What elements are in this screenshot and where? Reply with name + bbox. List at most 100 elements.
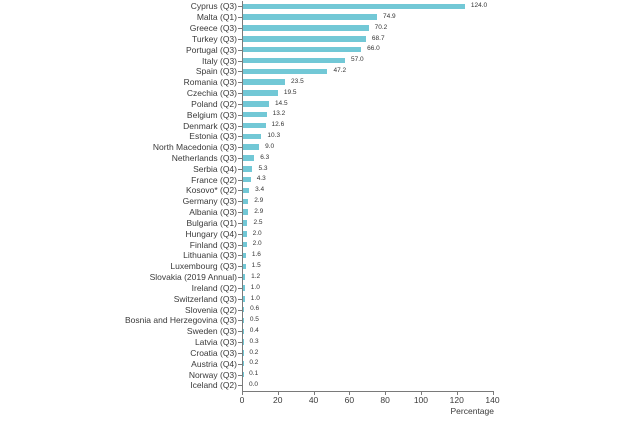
category-label: Lithuania (Q3) <box>183 250 237 261</box>
value-label: 68.7 <box>371 34 385 42</box>
bar-row: Romania (Q3) 23.5 <box>0 76 627 88</box>
bar <box>243 339 244 345</box>
category-label: Germany (Q3) <box>182 196 237 207</box>
category-label: Kosovo* (Q2) <box>185 185 237 196</box>
category-label: Serbia (Q4) <box>193 163 237 174</box>
bar-row: Poland (Q2) 14.5 <box>0 98 627 110</box>
x-axis-tick <box>456 391 458 395</box>
plot-cell: 3.4 <box>238 185 627 196</box>
bar-row: France (Q2) 4.3 <box>0 174 627 186</box>
bar-row: Finland (Q3) 2.0 <box>0 239 627 251</box>
plot-cell: 0.1 <box>238 369 627 380</box>
value-label: 0.3 <box>249 337 259 345</box>
category-label: Bosnia and Herzegovina (Q3) <box>125 315 237 326</box>
category-label: Greece (Q3) <box>189 23 237 34</box>
plot-cell: 2.9 <box>238 206 627 218</box>
x-axis-label: Percentage <box>450 406 494 416</box>
bar-row: Bulgaria (Q1) 2.5 <box>0 217 627 229</box>
category-label: Iceland (Q2) <box>190 380 237 391</box>
plot-cell: 19.5 <box>238 87 627 99</box>
category-label: France (Q2) <box>191 174 237 185</box>
bar <box>243 14 378 20</box>
category-label: Cyprus (Q3) <box>190 1 237 12</box>
x-axis-tick-label: 20 <box>273 395 283 405</box>
bar-row: North Macedonia (Q3) 9.0 <box>0 141 627 153</box>
value-label: 1.5 <box>251 262 261 270</box>
value-label: 2.0 <box>252 229 262 237</box>
plot-cell: 4.3 <box>238 174 627 186</box>
plot-cell: 5.3 <box>238 163 627 175</box>
category-label: Latvia (Q3) <box>194 337 237 348</box>
value-label: 13.2 <box>272 110 286 118</box>
plot-cell: 1.5 <box>238 260 627 272</box>
x-axis-tick <box>420 391 422 395</box>
x-axis-tick <box>242 391 243 395</box>
bar-row: Latvia (Q3) 0.3 <box>0 336 627 348</box>
value-label: 0.2 <box>249 359 259 367</box>
bar <box>243 25 369 31</box>
x-axis-line <box>242 391 494 392</box>
bar <box>243 198 249 205</box>
plot-cell: 9.0 <box>238 141 627 153</box>
value-label: 9.0 <box>265 142 275 150</box>
bar-row: Slovenia (Q2) 0.6 <box>0 304 627 316</box>
category-label: Switzerland (Q3) <box>173 293 237 304</box>
category-label: Spain (Q3) <box>195 66 237 77</box>
bar-row: Luxembourg (Q3) 1.5 <box>0 260 627 272</box>
bar <box>243 241 247 248</box>
bar <box>243 68 328 75</box>
value-label: 2.5 <box>253 218 263 226</box>
bar <box>243 187 250 194</box>
plot-cell: 2.0 <box>238 228 627 240</box>
plot-cell: 0.5 <box>238 315 627 326</box>
value-label: 23.5 <box>291 77 304 85</box>
plot-cell: 68.7 <box>238 33 627 45</box>
x-axis-tick <box>349 391 351 395</box>
bar <box>243 231 247 237</box>
bar <box>243 46 362 53</box>
category-label: Albania (Q3) <box>189 207 237 218</box>
bar-row: Switzerland (Q3) 1.0 <box>0 293 627 305</box>
value-label: 0.6 <box>250 305 260 313</box>
category-label: Italy (Q3) <box>202 55 237 66</box>
bar-row: Austria (Q4) 0.2 <box>0 358 627 370</box>
bar <box>243 166 253 172</box>
category-label: Romania (Q3) <box>183 77 237 88</box>
bar <box>243 285 245 291</box>
bar <box>243 220 248 226</box>
category-label: Denmark (Q3) <box>183 120 237 131</box>
category-label: Ireland (Q2) <box>191 282 237 293</box>
bar <box>243 90 278 96</box>
bar-row: Italy (Q3) 57.0 <box>0 55 627 66</box>
bar <box>243 317 244 324</box>
x-axis-tick-label: 140 <box>485 395 500 405</box>
category-label: Netherlands (Q3) <box>171 153 237 163</box>
value-label: 0.5 <box>249 316 259 324</box>
bar-row: Slovakia (2019 Annual) 1.2 <box>0 271 627 283</box>
plot-cell: 13.2 <box>238 109 627 121</box>
value-label: 0.0 <box>249 381 259 389</box>
bar <box>243 79 286 85</box>
x-axis-tick-label: 100 <box>413 395 429 405</box>
bar <box>243 122 266 129</box>
x-axis-tick-label: 80 <box>380 395 390 405</box>
plot-cell: 14.5 <box>238 98 627 110</box>
bar <box>243 57 345 64</box>
value-label: 124.0 <box>470 2 488 10</box>
bar <box>243 3 465 10</box>
value-label: 10.3 <box>267 132 281 140</box>
value-label: 66.0 <box>367 45 380 53</box>
bar-row: Ireland (Q2) 1.0 <box>0 282 627 294</box>
category-label: Slovenia (Q2) <box>185 304 237 315</box>
plot-cell: 0.6 <box>238 304 627 316</box>
bar <box>243 36 366 42</box>
value-label: 2.9 <box>254 197 264 205</box>
x-axis-tick-label: 120 <box>449 395 464 405</box>
value-label: 1.0 <box>250 283 260 291</box>
bar-row: Greece (Q3) 70.2 <box>0 22 627 34</box>
bar-row: Croatia (Q3) 0.2 <box>0 347 627 359</box>
plot-cell: 0.3 <box>238 336 627 348</box>
category-label: Austria (Q4) <box>191 358 237 369</box>
category-label: Estonia (Q3) <box>189 131 237 142</box>
